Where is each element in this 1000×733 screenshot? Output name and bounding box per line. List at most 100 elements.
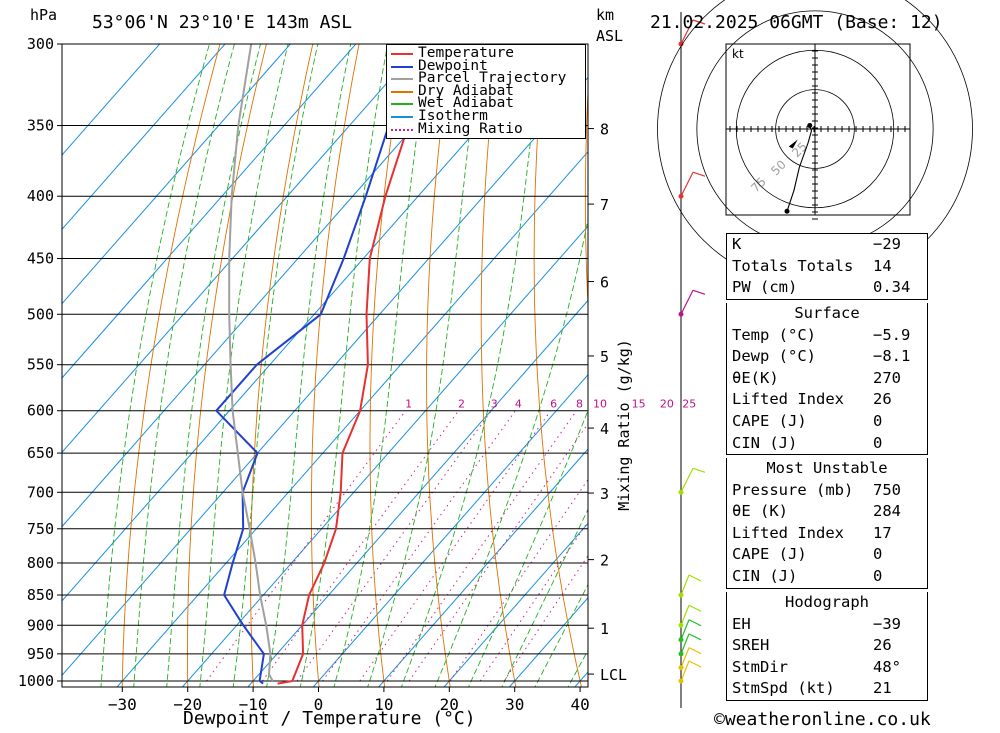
legend-label: Temperature — [418, 45, 515, 61]
km-axis-label: km — [596, 6, 615, 24]
wind-barb-flag — [688, 660, 702, 668]
index-row: Temp (°C) −5.9 — [727, 325, 927, 347]
index-row: θE(K) 270 — [727, 368, 927, 390]
index-value: 17 — [873, 523, 892, 542]
mixing-ratio-label: 2 — [458, 398, 465, 411]
legend-label: Parcel Trajectory — [418, 70, 567, 87]
wind-barb-flag — [688, 574, 702, 582]
mixing-ratio-label: 25 — [682, 398, 696, 411]
index-key: Lifted Index — [732, 390, 844, 409]
isotherm-line — [62, 44, 292, 305]
legend-item: Wet Adiabat — [387, 95, 583, 111]
wet-adiabat-line — [266, 44, 352, 687]
index-value: 0 — [873, 411, 883, 430]
index-row: CAPE (J) 0 — [727, 544, 927, 566]
km-tick-label: 7 — [600, 196, 609, 214]
legend-label: Isotherm — [418, 108, 488, 124]
profile-temperature — [277, 44, 442, 685]
wet-adiabat-line — [501, 508, 588, 687]
km-tick-label: 6 — [600, 274, 609, 292]
legend-item: Isotherm — [387, 108, 583, 124]
km-tick-label: LCL — [600, 666, 627, 684]
dry-adiabat-line — [480, 44, 517, 687]
hodograph-title: Hodograph — [785, 593, 869, 611]
mixing-ratio-line — [206, 410, 407, 682]
mixing-ratio-label: 10 — [593, 398, 607, 411]
km-tick-label: 8 — [600, 121, 609, 139]
isotherm-line — [62, 44, 161, 156]
legend-item: Mixing Ratio — [387, 120, 583, 137]
isotherm-line — [62, 44, 422, 454]
index-value: 48° — [873, 657, 901, 676]
legend-swatch — [391, 90, 413, 93]
profile-dewpoint — [215, 44, 416, 685]
wet-adiabat-line — [400, 44, 543, 687]
mixing-ratio-line — [322, 410, 516, 682]
wet-adiabat-line — [199, 44, 289, 687]
isotherm-line — [116, 151, 588, 687]
dry-adiabat-line — [310, 44, 360, 687]
indices-surface-table: Surface Temp (°C) −5.9 Dewp (°C) −8.1 θE(K) 2… — [726, 303, 928, 456]
index-row: CIN (J) 0 — [727, 433, 927, 455]
profile-parcel-trajectory — [228, 44, 274, 682]
mixing-ratio-axis-title: Mixing Ratio (g/kg) — [615, 339, 633, 511]
km-tick-label: 2 — [600, 552, 609, 570]
mixing-ratio-line — [449, 478, 588, 682]
pressure-tick-label: 500 — [27, 305, 54, 323]
index-value: 0 — [873, 566, 883, 585]
legend-label: Mixing Ratio — [418, 120, 523, 137]
wind-barb-staff — [680, 660, 690, 682]
km-tick-label: 3 — [600, 485, 609, 503]
chart-legend: Temperature Dewpoint Parcel Trajectory Dry … — [386, 44, 586, 139]
wet-adiabat-line — [367, 44, 482, 687]
index-key: CAPE (J) — [732, 545, 807, 564]
datetime-title: 21.02.2025 06GMT (Base: 12) — [650, 12, 943, 33]
index-key: CIN (J) — [732, 566, 798, 585]
index-value: 14 — [873, 256, 892, 275]
km-tick-label: 1 — [600, 620, 609, 638]
pressure-tick-label: 400 — [27, 187, 54, 205]
wet-adiabat-line — [133, 44, 235, 687]
temperature-tick-label: −30 — [108, 695, 137, 714]
mixing-ratio-label: 6 — [550, 398, 557, 411]
dry-adiabat-line — [584, 84, 588, 314]
pressure-tick-label: 600 — [27, 402, 54, 420]
mixing-ratio-label: 1 — [405, 398, 412, 411]
legend-item: Dry Adiabat — [387, 83, 583, 99]
site-credit[interactable]: ©weatheronline.co.uk — [714, 711, 931, 729]
pressure-tick-label: 550 — [27, 356, 54, 374]
index-value: 0 — [873, 433, 883, 452]
mixing-ratio-label: 4 — [515, 398, 522, 411]
index-row: PW (cm) 0.34 — [727, 277, 927, 299]
mixing-ratio-line — [261, 410, 459, 682]
index-row: Pressure (mb) 750 — [727, 480, 927, 502]
hodograph-end-dot — [784, 208, 790, 214]
index-row: K −29 — [727, 234, 927, 256]
index-value: −8.1 — [873, 347, 911, 366]
pressure-tick-label: 650 — [27, 444, 54, 462]
pressure-tick-label: 750 — [27, 520, 54, 538]
index-value: −29 — [873, 235, 901, 253]
index-value: 26 — [873, 390, 892, 409]
wind-barb-flag — [688, 647, 702, 655]
wind-barb-staff — [680, 290, 694, 315]
index-value: 26 — [873, 636, 892, 655]
pressure-tick-label: 800 — [27, 554, 54, 572]
isotherm-line — [62, 44, 226, 231]
wet-adiabat-line — [299, 44, 389, 687]
index-key: K — [732, 235, 742, 253]
wind-barb-staff — [680, 468, 694, 493]
index-row: EH −39 — [727, 614, 927, 636]
wind-barb-staff — [680, 19, 694, 45]
mixing-ratio-label: 3 — [491, 398, 498, 411]
legend-swatch — [391, 128, 413, 131]
index-value: 750 — [873, 480, 901, 499]
mixing-ratio-line — [479, 520, 588, 682]
index-key: CAPE (J) — [732, 411, 807, 430]
legend-label: Dewpoint — [418, 57, 488, 74]
index-key: θE (K) — [732, 502, 788, 521]
temperature-tick-label: −20 — [173, 695, 202, 714]
index-key: Dewp (°C) — [732, 347, 816, 366]
index-key: Pressure (mb) — [732, 480, 854, 499]
wet-adiabat-line — [434, 216, 588, 687]
